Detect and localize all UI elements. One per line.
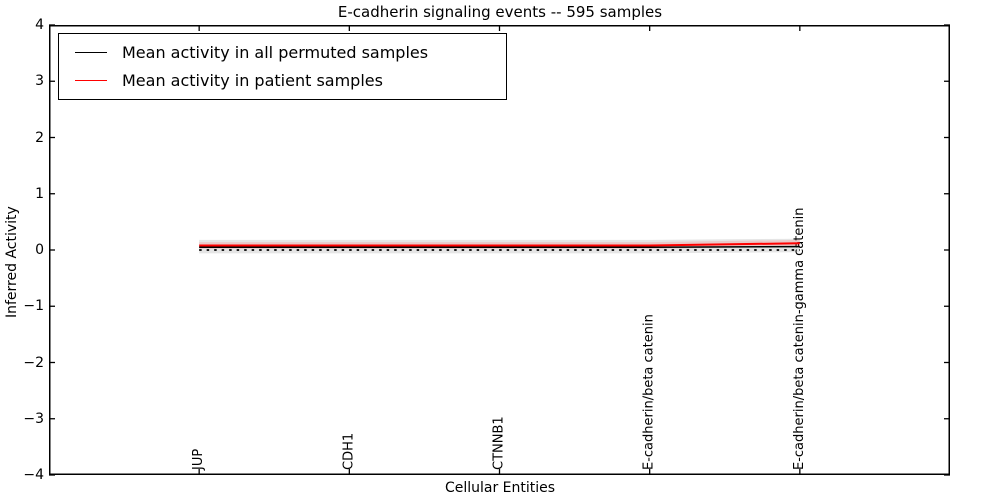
y-tick-label: 4 bbox=[35, 17, 44, 33]
legend-item: Mean activity in all permuted samples bbox=[59, 43, 506, 62]
series-line-0 bbox=[199, 245, 800, 248]
legend: Mean activity in all permuted samples Mea… bbox=[58, 33, 507, 100]
y-tick-label: 3 bbox=[35, 73, 44, 90]
y-tick-label: −3 bbox=[23, 410, 44, 427]
x-axis-label: Cellular Entities bbox=[444, 480, 556, 496]
y-tick-label: 2 bbox=[35, 129, 44, 146]
y-tick-label: −1 bbox=[23, 298, 44, 315]
legend-line-sample bbox=[75, 80, 107, 81]
y-tick-label: −4 bbox=[23, 467, 44, 483]
y-tick-label: −2 bbox=[23, 354, 44, 371]
legend-item: Mean activity in patient samples bbox=[59, 71, 506, 90]
legend-label: Mean activity in patient samples bbox=[122, 71, 383, 90]
legend-label: Mean activity in all permuted samples bbox=[122, 43, 429, 62]
y-tick-label: 1 bbox=[35, 185, 44, 202]
series-line-1 bbox=[199, 242, 800, 247]
y-tick-label: 0 bbox=[35, 242, 44, 258]
legend-line-sample bbox=[75, 52, 107, 53]
chart-title: E-cadherin signaling events -- 595 sampl… bbox=[337, 3, 663, 21]
